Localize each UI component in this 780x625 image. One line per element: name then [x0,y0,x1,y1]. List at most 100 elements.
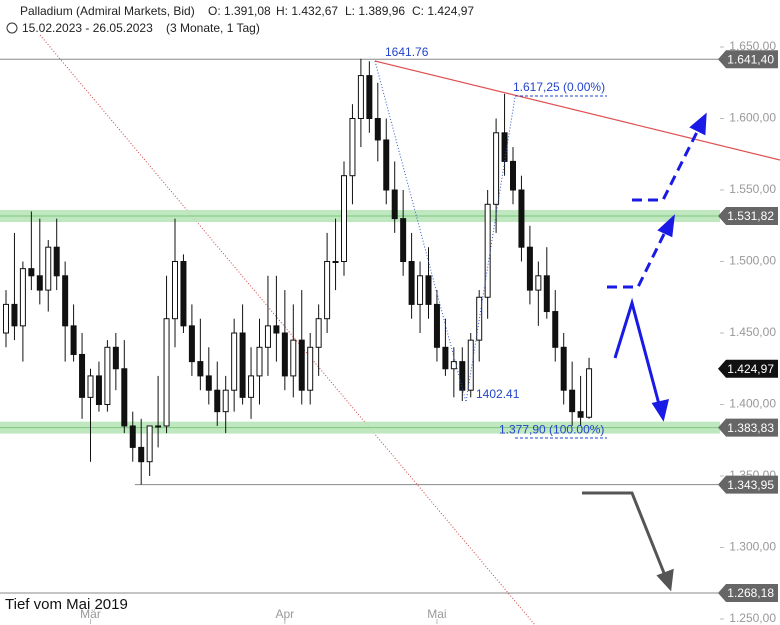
candle-body [53,246,60,277]
candle-body [231,332,238,391]
candle-body [239,332,246,398]
high: H: 1.432,67 [276,4,338,18]
note: Tief vom Mai 2019 [5,596,128,613]
candle-body [19,268,26,327]
price-annotation: 1402.41 [476,387,520,401]
candle-body [417,275,424,305]
candle-body [400,218,407,263]
price-box [718,584,778,603]
price-box [718,50,778,69]
candle-body [188,325,195,363]
arrow-head [689,112,707,136]
candle-body [501,132,508,162]
candle-body [79,353,86,398]
candle-body [341,175,347,262]
candle-body [560,346,567,391]
candle-body [552,311,559,348]
price-annotation: 1641.76 [385,45,429,59]
candle-body [180,261,187,327]
candle-body [214,389,221,413]
candle-body [45,246,52,291]
candle-body [526,246,533,291]
candle-body [281,332,288,377]
candle-body [129,425,136,448]
candle-body [95,375,102,405]
clock-icon [6,22,18,34]
candle-body [433,303,440,348]
candle-body [256,346,263,377]
scenario-arrows [582,112,707,592]
candle-body [104,346,111,405]
candle-body [264,325,271,348]
period: (3 Monate, 1 Tag) [166,21,260,35]
x-tick-label: Mär [80,607,101,621]
price-annotation: 1.377,90 (100.00%) [499,422,604,436]
x-tick-label: Mai [427,607,446,621]
arrow-head [656,568,674,592]
candle-body [510,160,516,191]
candle-body [146,425,153,463]
candle-body [298,339,305,391]
date-range: 15.02.2023 - 26.05.2023 [22,21,153,35]
candle-body [112,346,119,370]
candle-body [484,203,491,298]
y-tick-label: 1.550,00 [729,182,776,196]
candle-body [459,361,466,391]
low: L: 1.389,96 [345,4,405,18]
price-label: 1.641,40 [727,52,774,66]
candles [3,58,593,485]
candle-body [349,118,356,177]
price-label: 1.424,97 [727,362,774,376]
resistance-trendline [374,60,780,161]
levels [0,58,720,594]
price-label: 1.383,83 [727,421,774,435]
y-tick-label: 1.450,00 [729,325,776,339]
candle-body [493,132,500,205]
y-tick-label: 1.400,00 [729,397,776,411]
candle-body [155,425,162,428]
candle-body [442,346,449,370]
y-tick-label: 1.250,00 [729,611,776,625]
price-box [718,359,778,378]
candle-body [290,339,297,377]
candle-body [138,446,145,463]
y-tick-label: 1.600,00 [729,111,776,125]
candle-body [121,368,128,427]
price-label: 1.268,18 [727,586,774,600]
candle-body [518,189,525,248]
candle-body [36,275,43,291]
arrow-head [657,214,675,238]
candle-body [62,275,69,327]
candle-body [324,261,331,320]
candle-body [332,261,339,263]
candle-body [543,275,550,313]
candle-body [467,339,474,391]
price-box [718,418,778,437]
arrow [582,491,668,579]
candle-body [307,346,314,391]
candle-body [163,318,170,427]
candle-body [366,75,373,119]
candle-body [476,296,483,341]
candle-body [374,118,381,141]
candle-body [408,261,415,305]
candle-body [357,75,364,119]
fib-zigzag [374,60,516,403]
candle-body [586,368,593,418]
candle-body [205,375,212,391]
candle-body [11,303,18,327]
candle-body [383,139,390,191]
arrow-head [651,398,670,422]
price-box [718,475,778,494]
candle-body [197,361,204,377]
arrow [613,297,662,409]
arrow [632,125,702,202]
y-tick-label: 1.650,00 [729,39,776,53]
candle-body [577,411,584,418]
candle-body [87,375,94,398]
candle-body [28,268,35,277]
candle-body [535,275,542,291]
candle-body [172,261,178,320]
